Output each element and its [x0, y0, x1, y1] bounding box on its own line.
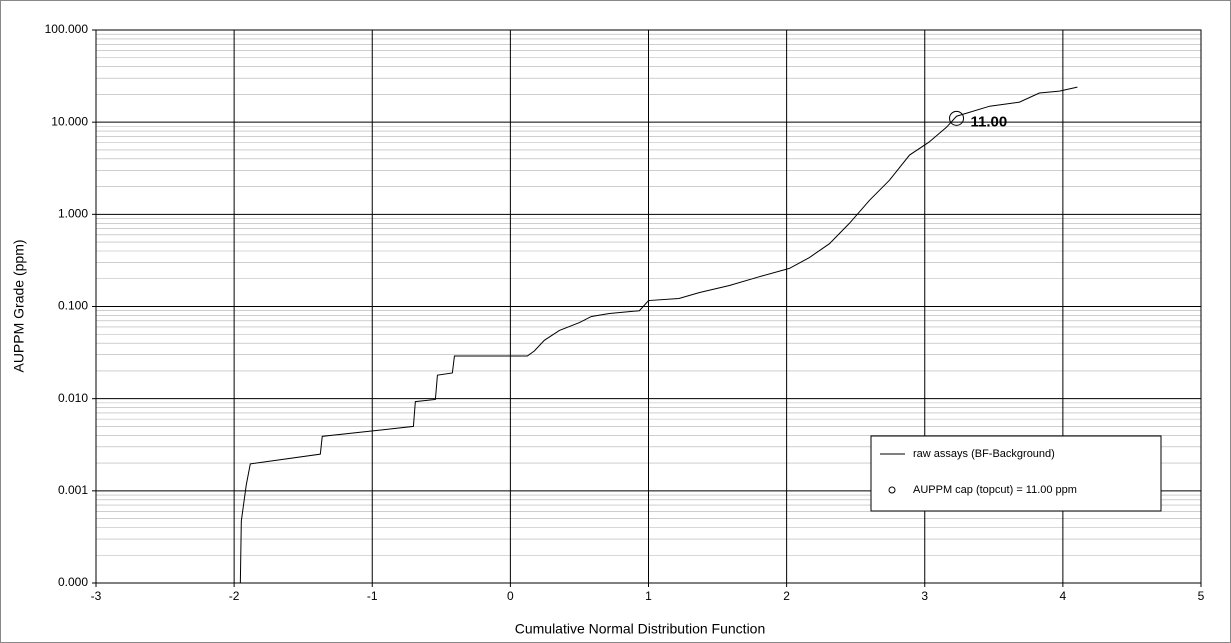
x-tick-label: 2: [783, 589, 790, 603]
x-tick-label: 1: [645, 589, 652, 603]
x-tick-label: 4: [1060, 589, 1067, 603]
plot-border: [95, 29, 1202, 584]
y-tick-label: 0.000: [58, 575, 88, 589]
y-axis-title: AUPPM Grade (ppm): [11, 239, 27, 372]
y-tick-label: 0.001: [58, 483, 88, 497]
x-tick-label: 0: [507, 589, 514, 603]
y-tick-label: 0.100: [58, 299, 88, 313]
series-line: [239, 86, 1078, 584]
y-tick-label: 1.000: [58, 207, 88, 221]
legend-label: AUPPM cap (topcut) = 11.00 ppm: [913, 484, 1077, 496]
x-axis-title: Cumulative Normal Distribution Function: [515, 621, 766, 637]
legend-swatch: [888, 486, 896, 494]
legend-box: [870, 435, 1162, 512]
data-label: 11.00: [971, 113, 1008, 130]
y-tick-label: 0.010: [58, 391, 88, 405]
legend-label: raw assays (BF-Background): [913, 448, 1055, 460]
x-tick-label: 5: [1198, 589, 1205, 603]
x-tick-label: 3: [921, 589, 928, 603]
x-tick-label: -1: [367, 589, 378, 603]
x-tick-label: -3: [91, 589, 102, 603]
x-tick-label: -2: [229, 589, 240, 603]
cap-marker: [949, 110, 965, 126]
y-tick-label: 10.000: [51, 114, 88, 128]
y-tick-label: 100.000: [45, 22, 89, 36]
